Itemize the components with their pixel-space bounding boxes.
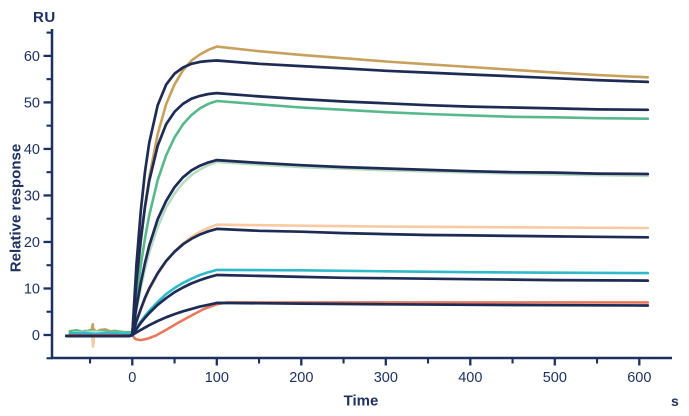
- x-axis-unit-label: s: [671, 393, 679, 409]
- series-conc-5-measured: [68, 268, 650, 336]
- series-conc-1-fit: [65, 59, 650, 338]
- tick-label: 0: [32, 328, 40, 344]
- series-conc-5-fit: [65, 273, 650, 338]
- x-axis-title: Time: [343, 392, 379, 410]
- measured-series: [68, 45, 650, 348]
- tick-label: 10: [24, 281, 40, 297]
- series-conc-1-measured: [68, 45, 650, 346]
- tick-label: 40: [24, 142, 40, 158]
- series-conc-3-measured: [71, 160, 650, 335]
- y-axis-unit-label: RU: [33, 9, 56, 26]
- tick-label: 30: [24, 188, 40, 204]
- axes: [50, 29, 672, 360]
- series-conc-6-fit: [65, 301, 650, 338]
- tick-label: 200: [289, 370, 313, 386]
- y-axis-title: Relative response: [7, 143, 25, 273]
- tick-label: 600: [627, 370, 651, 386]
- series-conc-3-fit: [65, 158, 650, 338]
- series-conc-4-fit: [65, 227, 650, 338]
- tick-label: 50: [24, 95, 40, 111]
- tick-label: 100: [205, 370, 229, 386]
- tick-label: 400: [458, 370, 482, 386]
- tick-label: 60: [24, 49, 40, 65]
- axis-ticks: [43, 31, 641, 366]
- tick-label: 300: [374, 370, 398, 386]
- fit-series: [65, 59, 650, 338]
- series-conc-2-fit: [65, 91, 650, 338]
- tick-label: 0: [128, 370, 136, 386]
- tick-label: 20: [24, 235, 40, 251]
- tick-label: 500: [543, 370, 567, 386]
